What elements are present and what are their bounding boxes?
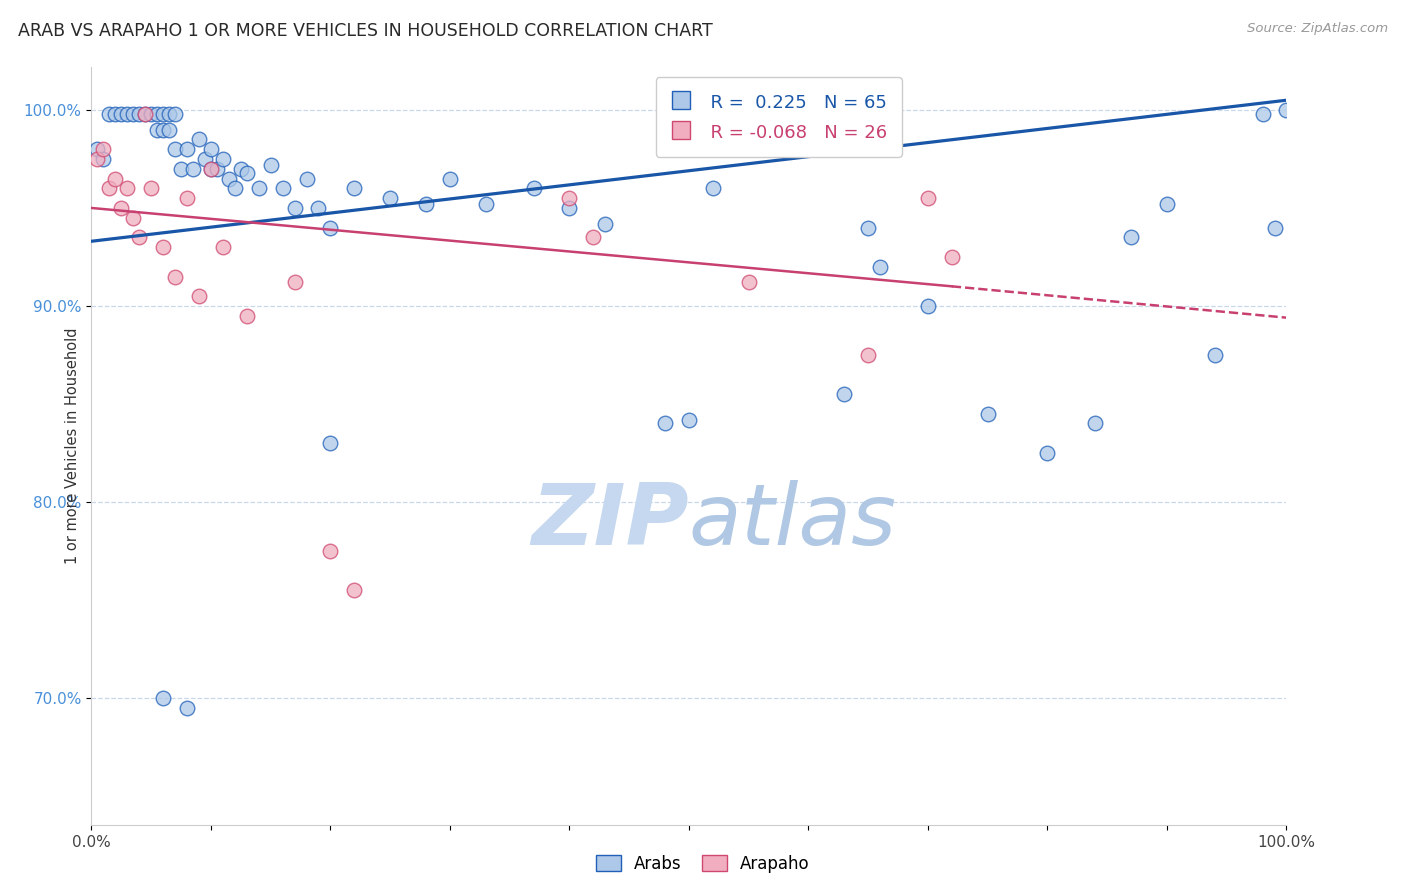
Point [157,122,180,136]
Point [200,142,222,156]
Point [86,152,108,166]
Point [115,181,138,195]
Point [122,107,145,121]
Point [176,191,198,205]
Point [163,269,186,284]
Point [582,230,605,244]
Point [1251,107,1274,121]
Point [378,191,402,205]
Point [678,412,700,426]
Text: Source: ZipAtlas.com: Source: ZipAtlas.com [1247,22,1388,36]
Point [474,197,498,211]
Point [319,544,342,558]
Point [343,181,366,195]
Point [259,158,281,172]
Point [194,152,217,166]
Legend: Arabs, Arapaho: Arabs, Arapaho [589,848,817,880]
Point [187,289,211,303]
Point [247,181,270,195]
Point [157,107,180,121]
Point [122,211,145,225]
Point [295,171,318,186]
Point [128,107,150,121]
Point [104,107,127,121]
Point [976,407,998,421]
Point [152,122,174,136]
Point [439,171,461,186]
Point [152,240,174,254]
Point [152,107,174,121]
Point [205,161,228,176]
Point [319,220,342,235]
Point [104,171,127,186]
Point [98,181,121,195]
Point [93,142,114,156]
Point [307,201,329,215]
Point [856,348,880,362]
Point [856,220,880,235]
Point [141,181,162,195]
Point [211,152,233,166]
Point [170,161,193,176]
Point [1264,220,1286,235]
Point [141,107,162,121]
Point [146,122,169,136]
Text: ZIP: ZIP [531,480,689,564]
Point [1275,103,1298,117]
Point [187,132,211,146]
Point [284,201,307,215]
Point [115,107,138,121]
Point [1119,230,1142,244]
Point [176,142,198,156]
Point [917,299,939,313]
Point [110,107,132,121]
Point [558,201,581,215]
Point [200,161,222,176]
Point [93,152,114,166]
Point [235,309,259,323]
Point [343,582,366,597]
Point [163,107,186,121]
Point [284,276,307,290]
Point [152,690,174,705]
Point [271,181,294,195]
Point [558,191,581,205]
Point [146,107,169,121]
Point [941,250,963,264]
Point [163,142,186,156]
Point [134,107,156,121]
Point [1084,417,1107,431]
Point [523,181,546,195]
Point [224,181,246,195]
Point [917,191,939,205]
Point [702,181,724,195]
Point [211,240,233,254]
Point [654,417,676,431]
Point [200,161,222,176]
Point [1204,348,1226,362]
Point [1036,446,1059,460]
Legend:   R =  0.225   N = 65,   R = -0.068   N = 26: R = 0.225 N = 65, R = -0.068 N = 26 [655,78,901,157]
Y-axis label: 1 or more Vehicles in Household: 1 or more Vehicles in Household [65,327,80,565]
Point [176,700,198,714]
Point [869,260,891,274]
Point [86,142,108,156]
Point [415,197,437,211]
Point [181,161,204,176]
Point [229,161,252,176]
Point [832,387,855,401]
Point [319,436,342,450]
Text: ARAB VS ARAPAHO 1 OR MORE VEHICLES IN HOUSEHOLD CORRELATION CHART: ARAB VS ARAPAHO 1 OR MORE VEHICLES IN HO… [18,22,713,40]
Point [737,276,759,290]
Point [218,171,240,186]
Point [134,107,156,121]
Point [110,201,132,215]
Point [593,217,616,231]
Point [98,107,121,121]
Point [1156,197,1178,211]
Text: atlas: atlas [689,480,897,564]
Point [235,166,259,180]
Point [128,230,150,244]
